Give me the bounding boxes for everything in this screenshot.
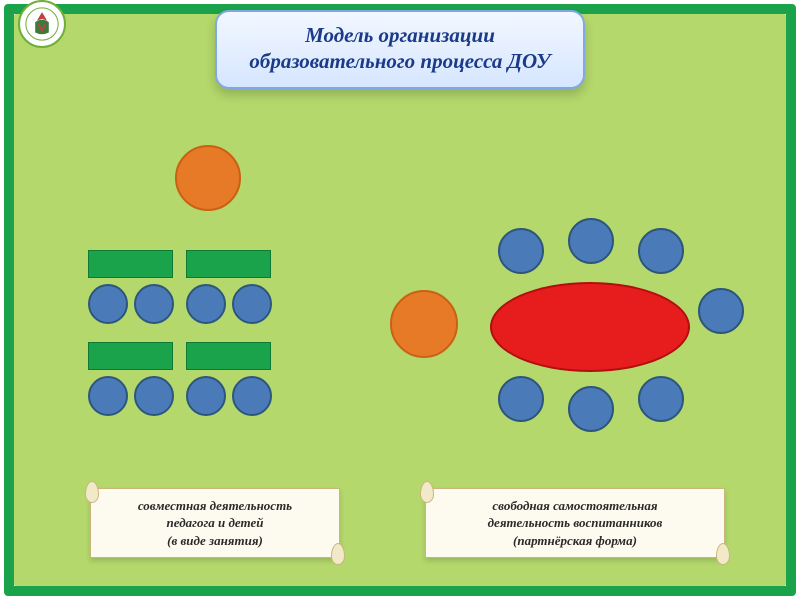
child-circle bbox=[88, 376, 128, 416]
scroll-curl-icon bbox=[420, 481, 434, 503]
title-box: Модель организации образовательного проц… bbox=[215, 10, 585, 89]
desk-rect bbox=[88, 342, 173, 370]
participant-circle bbox=[638, 228, 684, 274]
scroll-curl-icon bbox=[716, 543, 730, 565]
caption-right-line1: свободная самостоятельная bbox=[488, 497, 663, 515]
round-table-ellipse bbox=[490, 282, 690, 372]
scroll-curl-icon bbox=[85, 481, 99, 503]
desk-rect bbox=[186, 250, 271, 278]
facilitator-circle bbox=[390, 290, 458, 358]
caption-left-line3: (в виде занятия) bbox=[138, 532, 292, 550]
participant-circle bbox=[698, 288, 744, 334]
participant-circle bbox=[498, 228, 544, 274]
caption-scroll-right: свободная самостоятельная деятельность в… bbox=[425, 488, 725, 558]
child-circle bbox=[232, 284, 272, 324]
logo-icon bbox=[25, 7, 59, 41]
desk-rect bbox=[186, 342, 271, 370]
caption-right-line2: деятельность воспитанников bbox=[488, 514, 663, 532]
child-circle bbox=[134, 284, 174, 324]
caption-scroll-left: совместная деятельность педагога и детей… bbox=[90, 488, 340, 558]
desk-rect bbox=[88, 250, 173, 278]
logo-badge bbox=[18, 0, 66, 48]
caption-left-line2: педагога и детей bbox=[138, 514, 292, 532]
participant-circle bbox=[638, 376, 684, 422]
participant-circle bbox=[568, 218, 614, 264]
slide-canvas: Модель организации образовательного проц… bbox=[0, 0, 800, 600]
title-text: Модель организации образовательного проц… bbox=[249, 23, 550, 73]
participant-circle bbox=[568, 386, 614, 432]
child-circle bbox=[88, 284, 128, 324]
teacher-circle bbox=[175, 145, 241, 211]
child-circle bbox=[186, 376, 226, 416]
child-circle bbox=[134, 376, 174, 416]
participant-circle bbox=[498, 376, 544, 422]
caption-right-line3: (партнёрская форма) bbox=[488, 532, 663, 550]
scroll-curl-icon bbox=[331, 543, 345, 565]
child-circle bbox=[186, 284, 226, 324]
child-circle bbox=[232, 376, 272, 416]
caption-left-line1: совместная деятельность bbox=[138, 497, 292, 515]
